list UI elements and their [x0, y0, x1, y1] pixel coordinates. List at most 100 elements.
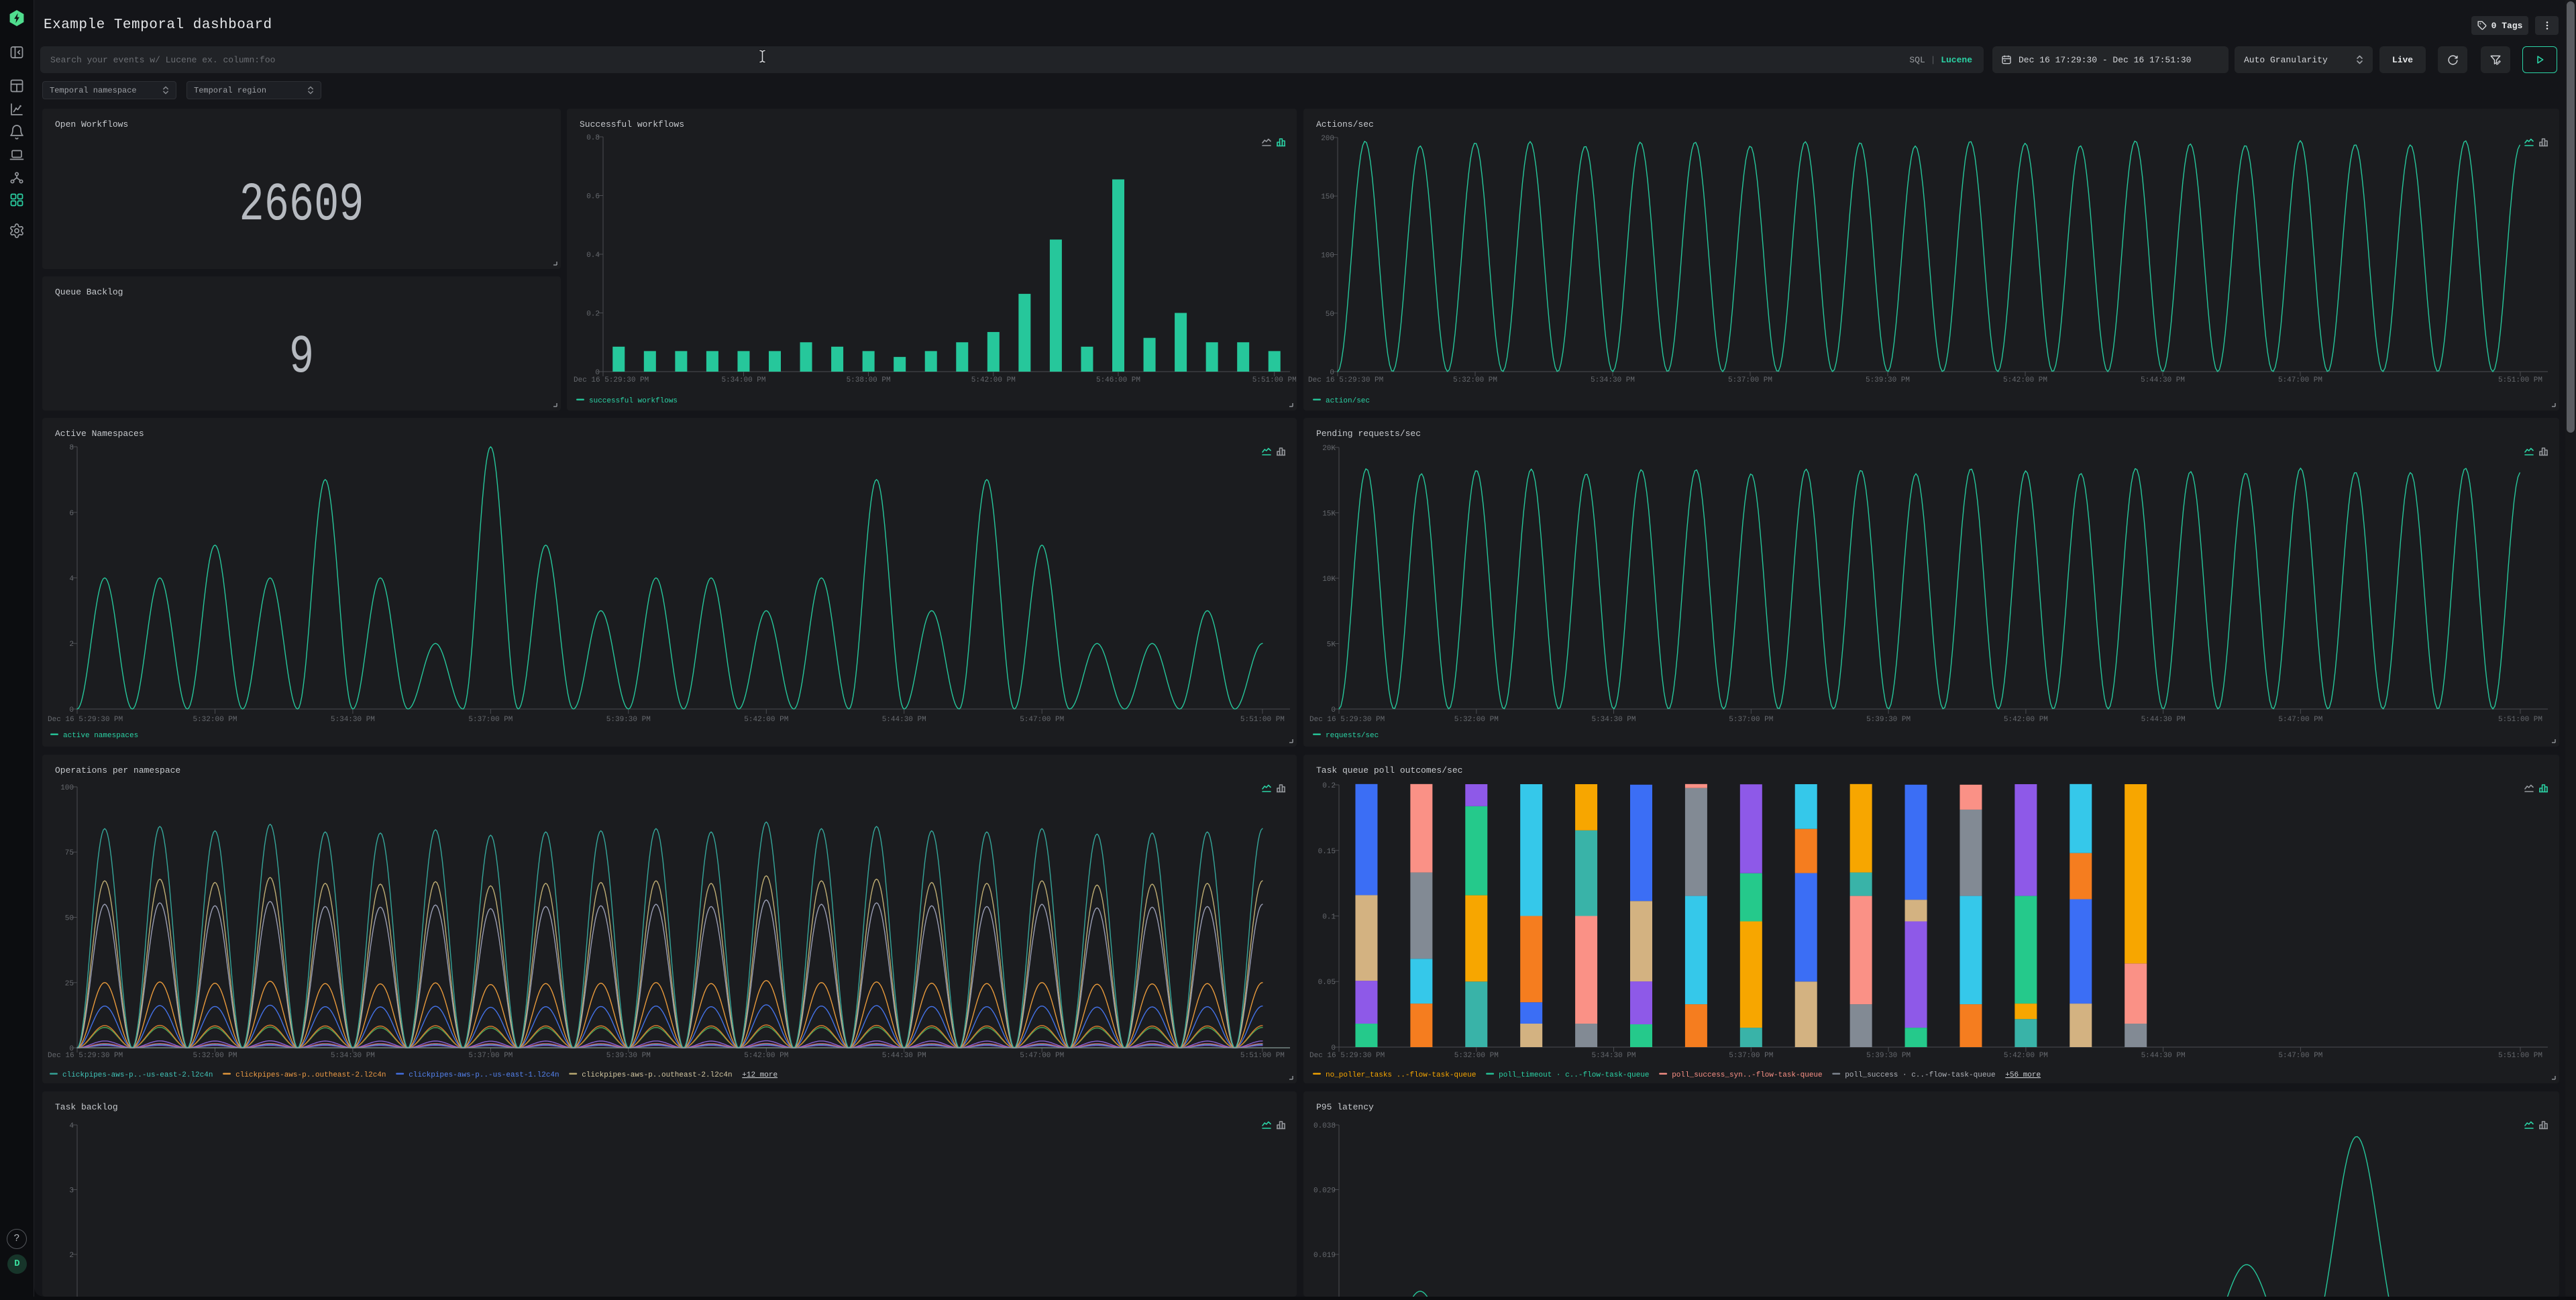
svg-text:5:51:00 PM: 5:51:00 PM — [2498, 1052, 2542, 1060]
svg-text:5:51:00 PM: 5:51:00 PM — [1240, 716, 1285, 724]
svg-text:5K: 5K — [1327, 641, 1336, 649]
svg-text:P95 latency: P95 latency — [1316, 1102, 1374, 1112]
svg-text:5:47:00 PM: 5:47:00 PM — [2278, 716, 2322, 724]
svg-text:5:44:30 PM: 5:44:30 PM — [882, 1052, 926, 1060]
svg-text:Pending requests/sec: Pending requests/sec — [1316, 429, 1421, 439]
svg-text:2: 2 — [69, 641, 74, 649]
svg-text:5:46:00 PM: 5:46:00 PM — [1096, 376, 1140, 384]
svg-text:5:37:00 PM: 5:37:00 PM — [468, 716, 513, 724]
svg-text:5:39:30 PM: 5:39:30 PM — [1866, 1052, 1911, 1060]
svg-text:100: 100 — [1321, 252, 1334, 260]
svg-text:10K: 10K — [1322, 576, 1336, 584]
svg-text:5:39:30 PM: 5:39:30 PM — [606, 1052, 651, 1060]
svg-text:0.1: 0.1 — [1322, 914, 1336, 922]
svg-text:Actions/sec: Actions/sec — [1316, 119, 1374, 129]
svg-text:clickpipes-aws-p..outheast-2.l: clickpipes-aws-p..outheast-2.l2c4n — [235, 1071, 386, 1079]
svg-text:0: 0 — [1331, 1044, 1336, 1052]
svg-text:0.029: 0.029 — [1313, 1187, 1336, 1195]
svg-text:5:44:30 PM: 5:44:30 PM — [2141, 716, 2186, 724]
svg-text:5:34:30 PM: 5:34:30 PM — [1591, 716, 1635, 724]
svg-text:75: 75 — [65, 849, 74, 857]
svg-text:0.8: 0.8 — [586, 134, 600, 142]
svg-text:0.2: 0.2 — [586, 311, 600, 319]
svg-text:Dec 16 5:29:30 PM: Dec 16 5:29:30 PM — [48, 1052, 123, 1060]
svg-text:5:44:30 PM: 5:44:30 PM — [2141, 1052, 2186, 1060]
svg-text:5:34:00 PM: 5:34:00 PM — [721, 376, 765, 384]
svg-text:5:37:00 PM: 5:37:00 PM — [1729, 716, 1773, 724]
svg-text:5:32:00 PM: 5:32:00 PM — [193, 1052, 237, 1060]
svg-text:0: 0 — [595, 369, 600, 377]
svg-text:Dec 16 5:29:30 PM: Dec 16 5:29:30 PM — [48, 716, 123, 724]
svg-text:Open Workflows: Open Workflows — [55, 119, 128, 129]
svg-text:5:51:00 PM: 5:51:00 PM — [2498, 716, 2542, 724]
svg-text:Dec 16 5:29:30 PM: Dec 16 5:29:30 PM — [1308, 376, 1383, 384]
svg-text:4: 4 — [69, 576, 74, 584]
svg-text:clickpipes-aws-p..-us-east-2.l: clickpipes-aws-p..-us-east-2.l2c4n — [62, 1071, 213, 1079]
svg-text:Queue Backlog: Queue Backlog — [55, 287, 123, 297]
svg-text:5:42:00 PM: 5:42:00 PM — [2004, 716, 2048, 724]
svg-text:0.038: 0.038 — [1313, 1122, 1336, 1130]
svg-text:poll_timeout · c..-flow-task-q: poll_timeout · c..-flow-task-queue — [1499, 1071, 1649, 1079]
svg-text:5:32:00 PM: 5:32:00 PM — [1453, 376, 1497, 384]
svg-text:50: 50 — [1326, 311, 1334, 319]
svg-text:Active Namespaces: Active Namespaces — [55, 429, 144, 439]
svg-text:poll_success_syn..-flow-task-q: poll_success_syn..-flow-task-queue — [1672, 1071, 1822, 1079]
svg-text:5:42:00 PM: 5:42:00 PM — [971, 376, 1016, 384]
svg-text:26609: 26609 — [239, 174, 364, 236]
svg-text:Dec 16 5:29:30 PM: Dec 16 5:29:30 PM — [1309, 716, 1385, 724]
svg-text:5:39:30 PM: 5:39:30 PM — [606, 716, 651, 724]
svg-text:5:32:00 PM: 5:32:00 PM — [1454, 1052, 1499, 1060]
svg-text:20K: 20K — [1322, 445, 1336, 453]
svg-text:0.019: 0.019 — [1313, 1252, 1336, 1260]
svg-text:9: 9 — [289, 327, 314, 388]
svg-text:5:34:30 PM: 5:34:30 PM — [331, 1052, 375, 1060]
svg-text:successful workflows: successful workflows — [589, 397, 678, 405]
svg-text:clickpipes-aws-p..-us-east-1.l: clickpipes-aws-p..-us-east-1.l2c4n — [409, 1071, 559, 1079]
svg-text:no_poller_tasks ..-flow-task-q: no_poller_tasks ..-flow-task-queue — [1326, 1071, 1476, 1079]
svg-text:+12 more: +12 more — [742, 1071, 777, 1079]
svg-text:5:32:00 PM: 5:32:00 PM — [1454, 716, 1499, 724]
svg-text:0: 0 — [1331, 706, 1336, 714]
svg-text:6: 6 — [69, 510, 74, 518]
svg-text:Operations per namespace: Operations per namespace — [55, 765, 180, 775]
svg-text:100: 100 — [60, 784, 74, 792]
svg-text:5:42:00 PM: 5:42:00 PM — [744, 716, 788, 724]
svg-text:0: 0 — [69, 706, 74, 714]
svg-text:5:47:00 PM: 5:47:00 PM — [1020, 716, 1064, 724]
svg-text:5:37:00 PM: 5:37:00 PM — [468, 1052, 513, 1060]
svg-text:0.2: 0.2 — [1322, 782, 1336, 790]
svg-text:5:42:00 PM: 5:42:00 PM — [2004, 1052, 2048, 1060]
svg-text:50: 50 — [65, 915, 74, 923]
svg-text:4: 4 — [69, 1122, 74, 1130]
svg-text:5:51:00 PM: 5:51:00 PM — [2498, 376, 2542, 384]
svg-text:5:44:30 PM: 5:44:30 PM — [2141, 376, 2185, 384]
svg-text:5:47:00 PM: 5:47:00 PM — [2278, 1052, 2322, 1060]
svg-text:5:47:00 PM: 5:47:00 PM — [2278, 376, 2322, 384]
svg-text:5:34:30 PM: 5:34:30 PM — [331, 716, 375, 724]
svg-text:poll_success · c..-flow-task-q: poll_success · c..-flow-task-queue — [1845, 1071, 1995, 1079]
svg-text:+56 more: +56 more — [2005, 1071, 2041, 1079]
svg-text:clickpipes-aws-p..outheast-2.l: clickpipes-aws-p..outheast-2.l2c4n — [582, 1071, 732, 1079]
svg-text:3: 3 — [69, 1187, 74, 1195]
svg-text:5:32:00 PM: 5:32:00 PM — [193, 716, 237, 724]
svg-text:requests/sec: requests/sec — [1326, 732, 1379, 740]
svg-text:25: 25 — [65, 980, 74, 988]
svg-text:5:34:30 PM: 5:34:30 PM — [1591, 1052, 1635, 1060]
svg-text:5:39:30 PM: 5:39:30 PM — [1866, 716, 1911, 724]
svg-text:5:39:30 PM: 5:39:30 PM — [1866, 376, 1910, 384]
svg-text:150: 150 — [1321, 193, 1334, 201]
svg-text:5:42:00 PM: 5:42:00 PM — [744, 1052, 788, 1060]
svg-text:0.4: 0.4 — [586, 252, 600, 260]
svg-text:5:37:00 PM: 5:37:00 PM — [1729, 1052, 1773, 1060]
svg-text:Dec 16 5:29:30 PM: Dec 16 5:29:30 PM — [1309, 1052, 1385, 1060]
svg-text:15K: 15K — [1322, 510, 1336, 519]
svg-text:0.15: 0.15 — [1318, 848, 1336, 856]
svg-text:5:44:30 PM: 5:44:30 PM — [882, 716, 926, 724]
svg-text:5:37:00 PM: 5:37:00 PM — [1728, 376, 1772, 384]
svg-text:5:47:00 PM: 5:47:00 PM — [1020, 1052, 1064, 1060]
svg-text:5:42:00 PM: 5:42:00 PM — [2003, 376, 2047, 384]
svg-text:5:34:30 PM: 5:34:30 PM — [1591, 376, 1635, 384]
svg-text:Task queue poll outcomes/sec: Task queue poll outcomes/sec — [1316, 765, 1462, 775]
svg-text:0.6: 0.6 — [586, 193, 600, 201]
svg-text:Task backlog: Task backlog — [55, 1102, 118, 1112]
